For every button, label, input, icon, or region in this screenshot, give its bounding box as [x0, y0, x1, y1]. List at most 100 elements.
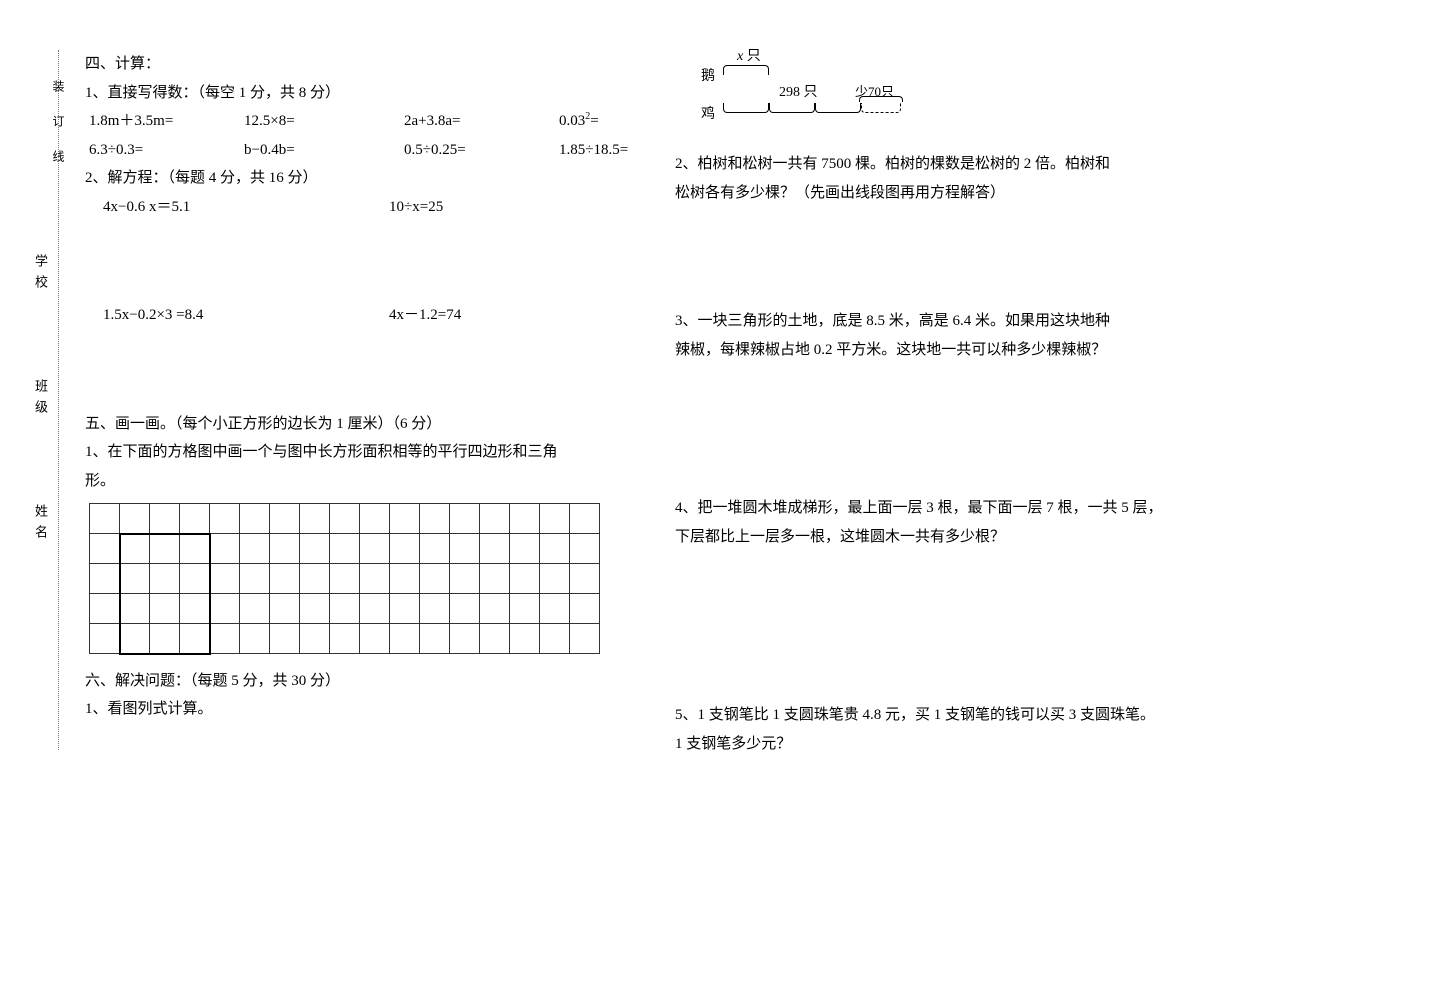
grid-cell [390, 504, 420, 534]
grid-cell [570, 534, 600, 564]
grid-cell [330, 534, 360, 564]
grid-cell [450, 564, 480, 594]
grid-cell [90, 534, 120, 564]
left-column: 四、计算： 1、直接写得数：（每空 1 分，共 8 分） 1.8m＋3.5m= … [85, 50, 635, 758]
chicken-seg2 [769, 103, 815, 113]
calc-row-2: 6.3÷0.3= b−0.4b= 0.5÷0.25= 1.85÷18.5= [89, 136, 635, 165]
sidebar-labels: 学校 班级 姓名 [20, 50, 50, 750]
binding-markers: 装 订 线 [50, 80, 67, 172]
q2b: 松树各有多少棵？（先画出线段图再用方程解答） [675, 179, 1295, 208]
grid-cell [180, 594, 210, 624]
grid-cell [510, 534, 540, 564]
grid-cell [180, 504, 210, 534]
grid-cell [360, 504, 390, 534]
grid-cell [90, 504, 120, 534]
grid-cell [270, 624, 300, 654]
section6-title: 六、解决问题：（每题 5 分，共 30 分） [85, 667, 635, 696]
q2-title: 2、解方程：（每题 4 分，共 16 分） [85, 164, 635, 193]
grid-cell [330, 594, 360, 624]
q2a: 2、柏树和松树一共有 7500 棵。柏树的棵数是松树的 2 倍。柏树和 [675, 150, 1295, 179]
grid-cell [360, 534, 390, 564]
goose-chicken-diagram: x 只 鹅 298 只 少70只 鸡 [705, 50, 965, 140]
grid-cell [270, 534, 300, 564]
grid-cell [510, 504, 540, 534]
q5a: 5、1 支钢笔比 1 支圆珠笔贵 4.8 元，买 1 支钢笔的钱可以买 3 支圆… [675, 701, 1295, 730]
grid-cell [240, 624, 270, 654]
grid-cell [180, 624, 210, 654]
grid-cell [480, 624, 510, 654]
x-unit: 只 [743, 49, 761, 64]
chicken-seg3 [815, 103, 861, 113]
chicken-label: 鸡 [701, 102, 715, 129]
grid-cell [180, 534, 210, 564]
q3a: 3、一块三角形的土地，底是 8.5 米，高是 6.4 米。如果用这块地种 [675, 307, 1295, 336]
eq1-right: 10÷x=25 [389, 193, 589, 222]
grid-cell [180, 564, 210, 594]
q1-title: 1、直接写得数：（每空 1 分，共 8 分） [85, 79, 635, 108]
q5-1a: 1、在下面的方格图中画一个与图中长方形面积相等的平行四边形和三角 [85, 438, 635, 467]
grid-cell [450, 504, 480, 534]
grid-cell [540, 504, 570, 534]
right-column: x 只 鹅 298 只 少70只 鸡 2、柏树和松树一共有 7500 棵。柏树的… [675, 50, 1295, 758]
calc-1c: 2a+3.8a= [404, 107, 559, 136]
sidebar-class: 班级 [31, 379, 50, 421]
grid-cell [210, 564, 240, 594]
grid-cell [540, 564, 570, 594]
q3b: 辣椒，每棵辣椒占地 0.2 平方米。这块地一共可以种多少棵辣椒？ [675, 336, 1295, 365]
grid-cell [120, 534, 150, 564]
grid-cell [210, 534, 240, 564]
grid-cell [570, 504, 600, 534]
grid-cell [300, 534, 330, 564]
grid-cell [480, 534, 510, 564]
calc-2a: 6.3÷0.3= [89, 136, 244, 165]
grid-cell [510, 594, 540, 624]
content-area: 四、计算： 1、直接写得数：（每空 1 分，共 8 分） 1.8m＋3.5m= … [85, 50, 1425, 758]
grid-cell [390, 624, 420, 654]
grid-cell [360, 594, 390, 624]
eq-row-2: 1.5x−0.2×3 =8.4 4x－1.2=74 [89, 301, 635, 330]
eq-row-1: 4x−0.6 x＝5.1 10÷x=25 [89, 193, 635, 222]
q4b: 下层都比上一层多一根，这堆圆木一共有多少根？ [675, 523, 1295, 552]
grid-cell [150, 504, 180, 534]
grid-cell [270, 504, 300, 534]
section5-title: 五、画一画。（每个小正方形的边长为 1 厘米）（6 分） [85, 410, 635, 439]
grid-table [89, 503, 600, 655]
grid-cell [300, 624, 330, 654]
grid-cell [360, 564, 390, 594]
grid-cell [540, 594, 570, 624]
grid-cell [420, 564, 450, 594]
sidebar-name: 姓名 [31, 504, 50, 546]
grid-cell [390, 594, 420, 624]
eq1-left: 4x−0.6 x＝5.1 [89, 193, 389, 222]
q4a: 4、把一堆圆木堆成梯形，最上面一层 3 根，最下面一层 7 根，一共 5 层， [675, 494, 1295, 523]
grid-cell [270, 564, 300, 594]
grid-cell [480, 594, 510, 624]
grid-cell [210, 504, 240, 534]
grid-cell [150, 564, 180, 594]
grid-cell [450, 594, 480, 624]
grid-cell [450, 534, 480, 564]
calc-2c: 0.5÷0.25= [404, 136, 559, 165]
calc-row-1: 1.8m＋3.5m= 12.5×8= 2a+3.8a= 0.032= [89, 107, 635, 136]
grid-cell [510, 564, 540, 594]
grid-cell [540, 534, 570, 564]
grid-cell [480, 504, 510, 534]
grid-cell [420, 504, 450, 534]
sidebar-school: 学校 [31, 254, 50, 296]
eq2-right: 4x－1.2=74 [389, 301, 589, 330]
grid-cell [480, 564, 510, 594]
calc-1b: 12.5×8= [244, 107, 404, 136]
calc-1d: 0.032= [559, 107, 599, 136]
grid-cell [360, 624, 390, 654]
grid-cell [270, 594, 300, 624]
grid-cell [90, 624, 120, 654]
chicken-seg4-dashed [861, 103, 901, 113]
eq2-left: 1.5x−0.2×3 =8.4 [89, 301, 389, 330]
grid-cell [240, 564, 270, 594]
calc-1d-post: = [590, 113, 598, 129]
grid-cell [90, 594, 120, 624]
grid-cell [240, 534, 270, 564]
grid-cell [450, 624, 480, 654]
grid-cell [120, 504, 150, 534]
grid-cell [420, 624, 450, 654]
